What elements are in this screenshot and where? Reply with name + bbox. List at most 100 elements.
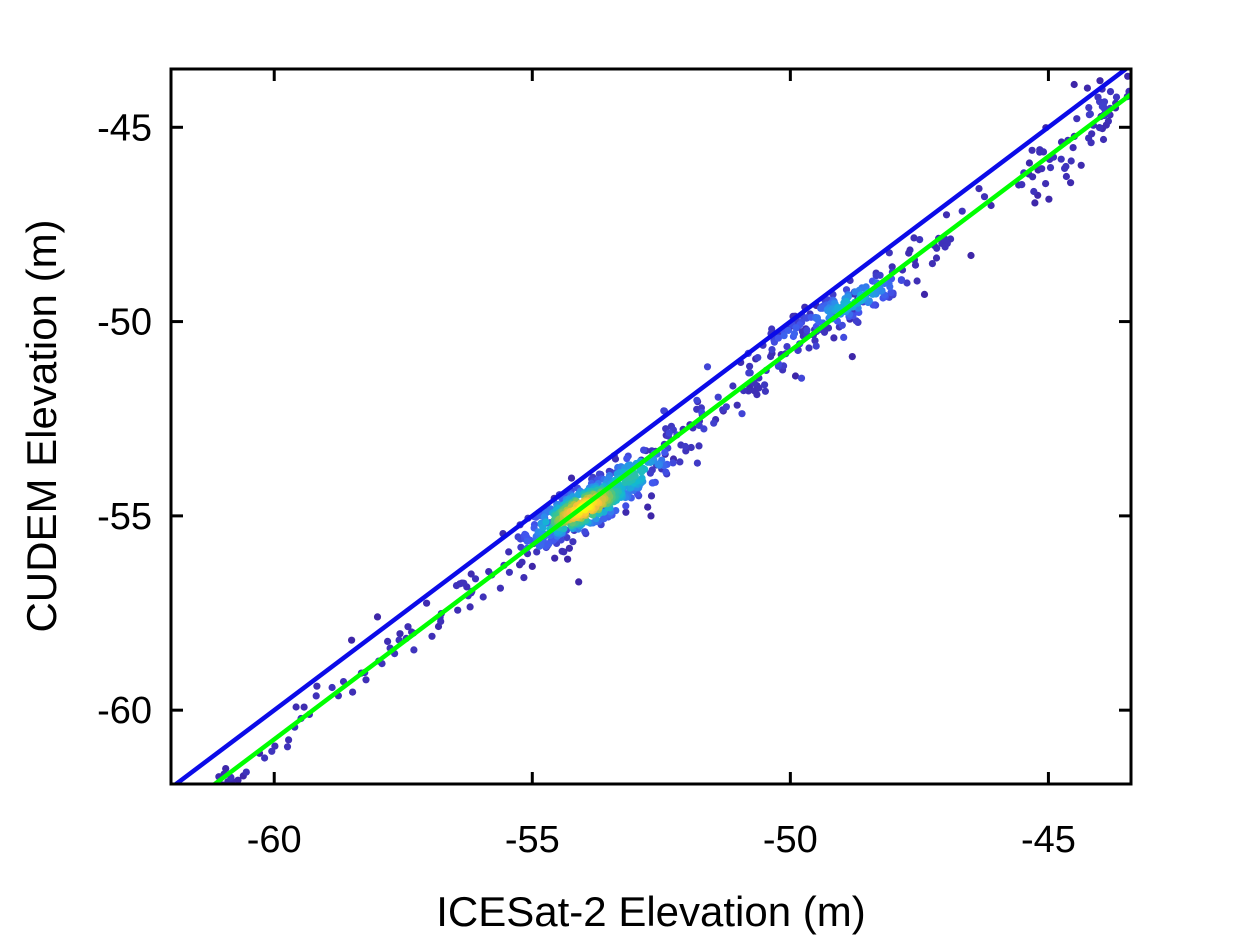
y-tick-label: -55 (97, 496, 152, 538)
scatter-point (460, 579, 468, 587)
scatter-point (1124, 72, 1131, 80)
scatter-point (208, 794, 215, 801)
scatter-point (1031, 199, 1039, 207)
scatter-point (1085, 104, 1093, 112)
one-to-one-line (172, 69, 1130, 784)
scatter-point (1106, 88, 1115, 96)
scatter-point (838, 321, 846, 329)
x-tick-label: -45 (1021, 819, 1076, 861)
scatter-point (848, 353, 856, 361)
scatter-point (528, 562, 536, 571)
scatter-point (271, 742, 279, 750)
scatter-point (746, 362, 754, 370)
y-axis-label: CUDEM Elevation (m) (18, 219, 65, 632)
scatter-point (888, 263, 896, 271)
scatter-point (681, 442, 690, 451)
scatter-point (700, 425, 708, 433)
scatter-point (1067, 157, 1075, 165)
scatter-point (975, 185, 983, 193)
x-tick-label: -55 (505, 819, 560, 861)
scatter-point (575, 578, 583, 586)
scatter-point (967, 251, 975, 260)
scatter-point (647, 512, 655, 520)
scatter-point (830, 334, 838, 342)
scatter-point (1038, 165, 1046, 173)
scatter-point (542, 518, 550, 526)
scatter-point (647, 492, 656, 500)
scatter-point (792, 324, 800, 332)
scatter-point (581, 528, 589, 536)
scatter-point (644, 503, 652, 511)
scatter-point (1098, 102, 1106, 110)
scatter-point (812, 342, 820, 350)
scatter-point (1070, 80, 1078, 89)
scatter-point (1045, 195, 1053, 203)
scatter-point (410, 646, 418, 654)
plot-frame (169, 67, 1133, 786)
scatter-point (661, 448, 669, 457)
scatter-point (840, 333, 848, 341)
ticks-layer: -60 -55 -50 -45 -45 -50 -55 -60 (97, 69, 1131, 861)
scatter-point (545, 540, 553, 548)
scatter-point (1030, 187, 1038, 196)
y-tick-label: -45 (97, 107, 152, 149)
scatter-point (517, 543, 525, 551)
scatter-point (423, 599, 431, 607)
scatter-point (428, 632, 436, 640)
scatter-point (1062, 172, 1070, 181)
scatter-point (196, 790, 203, 797)
scatter-point (348, 636, 356, 644)
scatter-point (349, 688, 357, 696)
scatter-point (1061, 164, 1069, 172)
scatter-point (373, 613, 382, 621)
scatter-point (746, 369, 754, 377)
scatter-point (1144, 69, 1151, 76)
scatter-point (768, 346, 776, 354)
scatter-point (533, 548, 541, 556)
scatter-point (928, 260, 937, 268)
scatter-point (285, 736, 293, 744)
scatter-point (905, 249, 913, 257)
scatter-point (803, 326, 811, 334)
scatter-point (1077, 161, 1085, 169)
scatter-point (714, 393, 722, 401)
scatter-point (665, 429, 673, 437)
scatter-point (1057, 155, 1065, 163)
scatter-point (1046, 164, 1055, 172)
scatter-point (920, 290, 929, 298)
scatter-point (897, 276, 906, 284)
scatter-point (1086, 110, 1094, 118)
scatter-point (783, 343, 791, 351)
scatter-point (911, 261, 920, 269)
scatter-point (454, 606, 462, 614)
scatter-point (722, 403, 731, 411)
scatter-point (384, 637, 392, 646)
scatter-point (916, 236, 924, 244)
scatter-point (646, 469, 655, 477)
scatter-point (1028, 146, 1036, 154)
scatter-point (780, 332, 788, 340)
scatter-point (767, 352, 775, 361)
reference-lines-layer (172, 69, 1131, 784)
scatter-point (396, 630, 404, 638)
scatter-point (805, 344, 813, 352)
scatter-point (784, 326, 792, 334)
scatter-point (1073, 115, 1081, 123)
scatter-point (693, 459, 702, 467)
scatter-point (466, 603, 474, 611)
scatter-point (537, 541, 545, 549)
scatter-point (695, 442, 703, 450)
scatter-point (676, 458, 684, 466)
y-tick-label: -60 (97, 690, 152, 732)
scatter-point (167, 799, 174, 806)
scatter-point (791, 372, 800, 380)
scatter-point (1042, 180, 1050, 188)
scatter-point (693, 396, 701, 404)
scatter-point (1018, 181, 1026, 189)
scatter-point (520, 574, 528, 582)
scatter-point (852, 317, 860, 325)
scatter-point (980, 193, 989, 201)
scatter-point (1085, 134, 1093, 142)
scatter-point (313, 682, 321, 690)
